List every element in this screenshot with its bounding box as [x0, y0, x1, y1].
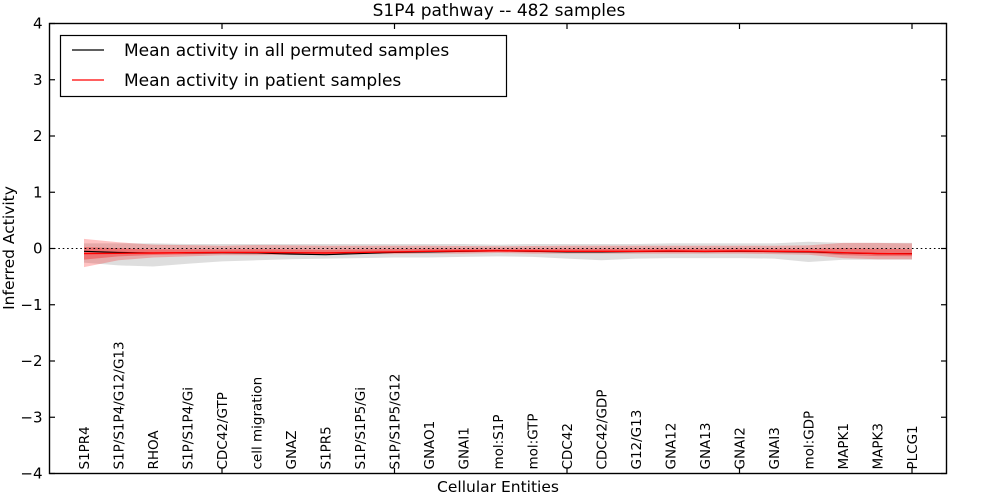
x-category-label: G12/G13	[629, 410, 645, 470]
x-category-label: S1P/S1P5/Gi	[353, 387, 369, 470]
x-category-label: GNA13	[698, 423, 714, 470]
patient-range-band	[84, 238, 912, 268]
x-category-label: S1PR5	[318, 426, 334, 469]
x-category-label: GNAI2	[732, 427, 748, 469]
x-category-label: CDC42/GTP	[215, 392, 231, 469]
legend-patient-label: Mean activity in patient samples	[124, 71, 401, 91]
x-category-label: mol:S1P	[491, 414, 507, 469]
x-category-label: GNA12	[663, 423, 679, 470]
x-category-label: MAPK1	[836, 423, 852, 469]
y-tick-label: 4	[33, 15, 43, 33]
y-tick-label: −1	[20, 296, 42, 314]
patient-mean-line	[83, 250, 913, 255]
y-axis-label: Inferred Activity	[0, 186, 18, 310]
x-category-label: CDC42	[560, 423, 576, 469]
x-category-label: S1P/S1P5/G12	[387, 374, 403, 470]
x-category-label: PLCG1	[905, 425, 921, 469]
legend: Mean activity in all permuted samples Me…	[59, 34, 508, 98]
y-tick-label: −2	[20, 352, 42, 370]
x-category-label: mol:GTP	[525, 413, 541, 469]
x-category-label: GNAO1	[422, 421, 438, 470]
plot-content: 4 3 2 1 0 −1 −2 −3 −4 S1PR4 S1P/S1P4/G12/G13 RHOA S1…	[20, 15, 947, 483]
x-category-label: mol:GDP	[801, 411, 817, 470]
y-tick-label: 0	[33, 240, 43, 258]
legend-frame	[59, 34, 508, 98]
x-category-label: cell migration	[249, 377, 265, 470]
chart-title: S1P4 pathway -- 482 samples	[373, 1, 626, 21]
y-tick-label: −4	[20, 465, 42, 483]
x-category-label: MAPK3	[870, 423, 886, 469]
x-category-label: RHOA	[146, 430, 162, 470]
y-tick-label: 2	[33, 127, 43, 145]
x-category-label: S1PR4	[77, 426, 93, 469]
x-category-label: S1P/S1P4/Gi	[180, 387, 196, 470]
legend-permuted-label: Mean activity in all permuted samples	[124, 41, 449, 61]
permuted-range-band	[84, 241, 912, 267]
patient-range-band-inner	[84, 247, 912, 260]
x-category-label: GNAI3	[767, 427, 783, 469]
x-category-label: GNAZ	[284, 430, 300, 469]
y-tick-label: 3	[33, 71, 43, 89]
y-tick-label: −3	[20, 408, 42, 426]
x-category-label: CDC42/GDP	[594, 390, 610, 470]
y-tick-label: 1	[33, 183, 43, 201]
x-axis-label: Cellular Entities	[437, 478, 559, 496]
x-category-label: GNAI1	[456, 427, 472, 469]
x-category-label: S1P/S1P4/G12/G13	[111, 341, 127, 469]
